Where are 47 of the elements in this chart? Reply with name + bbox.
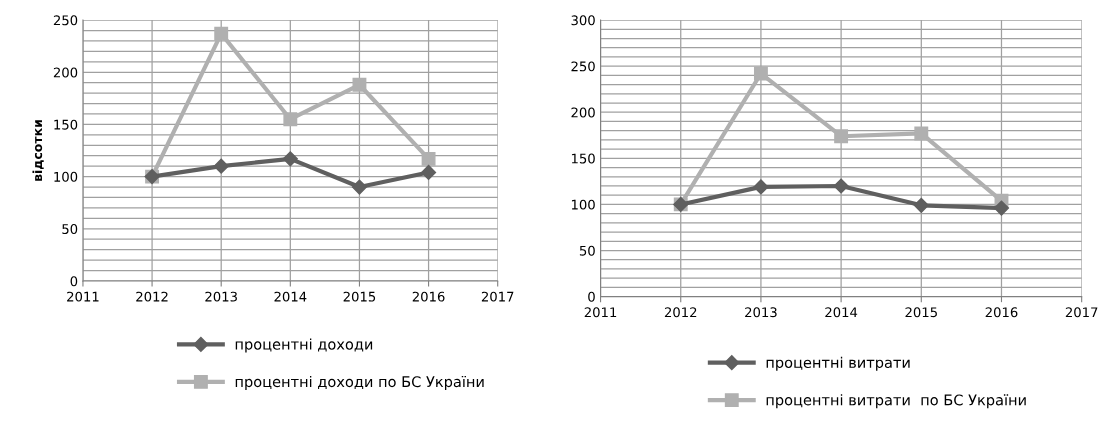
x-tick-label: 2011 — [67, 291, 99, 302]
y-tick-label: 50 — [62, 224, 78, 234]
y-tick-label: 250 — [571, 61, 595, 72]
point — [351, 179, 368, 195]
point — [282, 151, 298, 167]
y-axis-title: відсотки — [32, 120, 44, 181]
point — [753, 66, 768, 81]
legend-label: процентні доходи — [235, 338, 373, 353]
point — [914, 126, 929, 141]
y-tick-label: 100 — [54, 171, 78, 182]
y-tick-label: 200 — [571, 107, 595, 118]
x-tick-label: 2015 — [905, 307, 937, 318]
y-tick-label: 50 — [579, 245, 595, 256]
point — [834, 129, 849, 144]
x-tick-label: 2015 — [343, 291, 376, 302]
point — [213, 158, 229, 174]
point — [833, 178, 849, 194]
legend-label: процентні витрати по БС України — [766, 394, 1026, 409]
point — [913, 197, 929, 213]
x-tick-label: 2013 — [745, 307, 777, 318]
point — [753, 179, 769, 195]
x-tick-label: 2016 — [985, 307, 1018, 318]
y-tick-label: 250 — [53, 15, 78, 26]
legend-label: процентні витрати — [766, 356, 910, 371]
y-tick-label: 0 — [588, 291, 595, 302]
x-tick-label: 2012 — [664, 307, 697, 318]
y-tick-label: 0 — [70, 276, 78, 287]
point — [352, 77, 367, 92]
x-tick-label: 2017 — [481, 291, 514, 302]
y-tick-label: 150 — [54, 119, 78, 130]
y-tick-label: 100 — [571, 199, 595, 210]
x-tick-label: 2011 — [584, 307, 617, 318]
x-tick-label: 2014 — [274, 291, 307, 302]
x-tick-label: 2013 — [205, 291, 237, 302]
point — [421, 164, 437, 181]
point — [214, 26, 229, 41]
point — [421, 151, 436, 166]
y-tick-label: 300 — [571, 15, 595, 26]
y-tick-label: 200 — [53, 67, 78, 78]
point — [283, 112, 298, 127]
x-tick-label: 2014 — [825, 307, 858, 318]
x-tick-label: 2017 — [1065, 307, 1098, 318]
y-tick-label: 150 — [571, 153, 595, 164]
x-tick-label: 2016 — [412, 291, 445, 302]
point — [993, 200, 1010, 216]
legend-label: процентні доходи по БС України — [235, 375, 484, 391]
x-tick-label: 2012 — [136, 291, 168, 302]
